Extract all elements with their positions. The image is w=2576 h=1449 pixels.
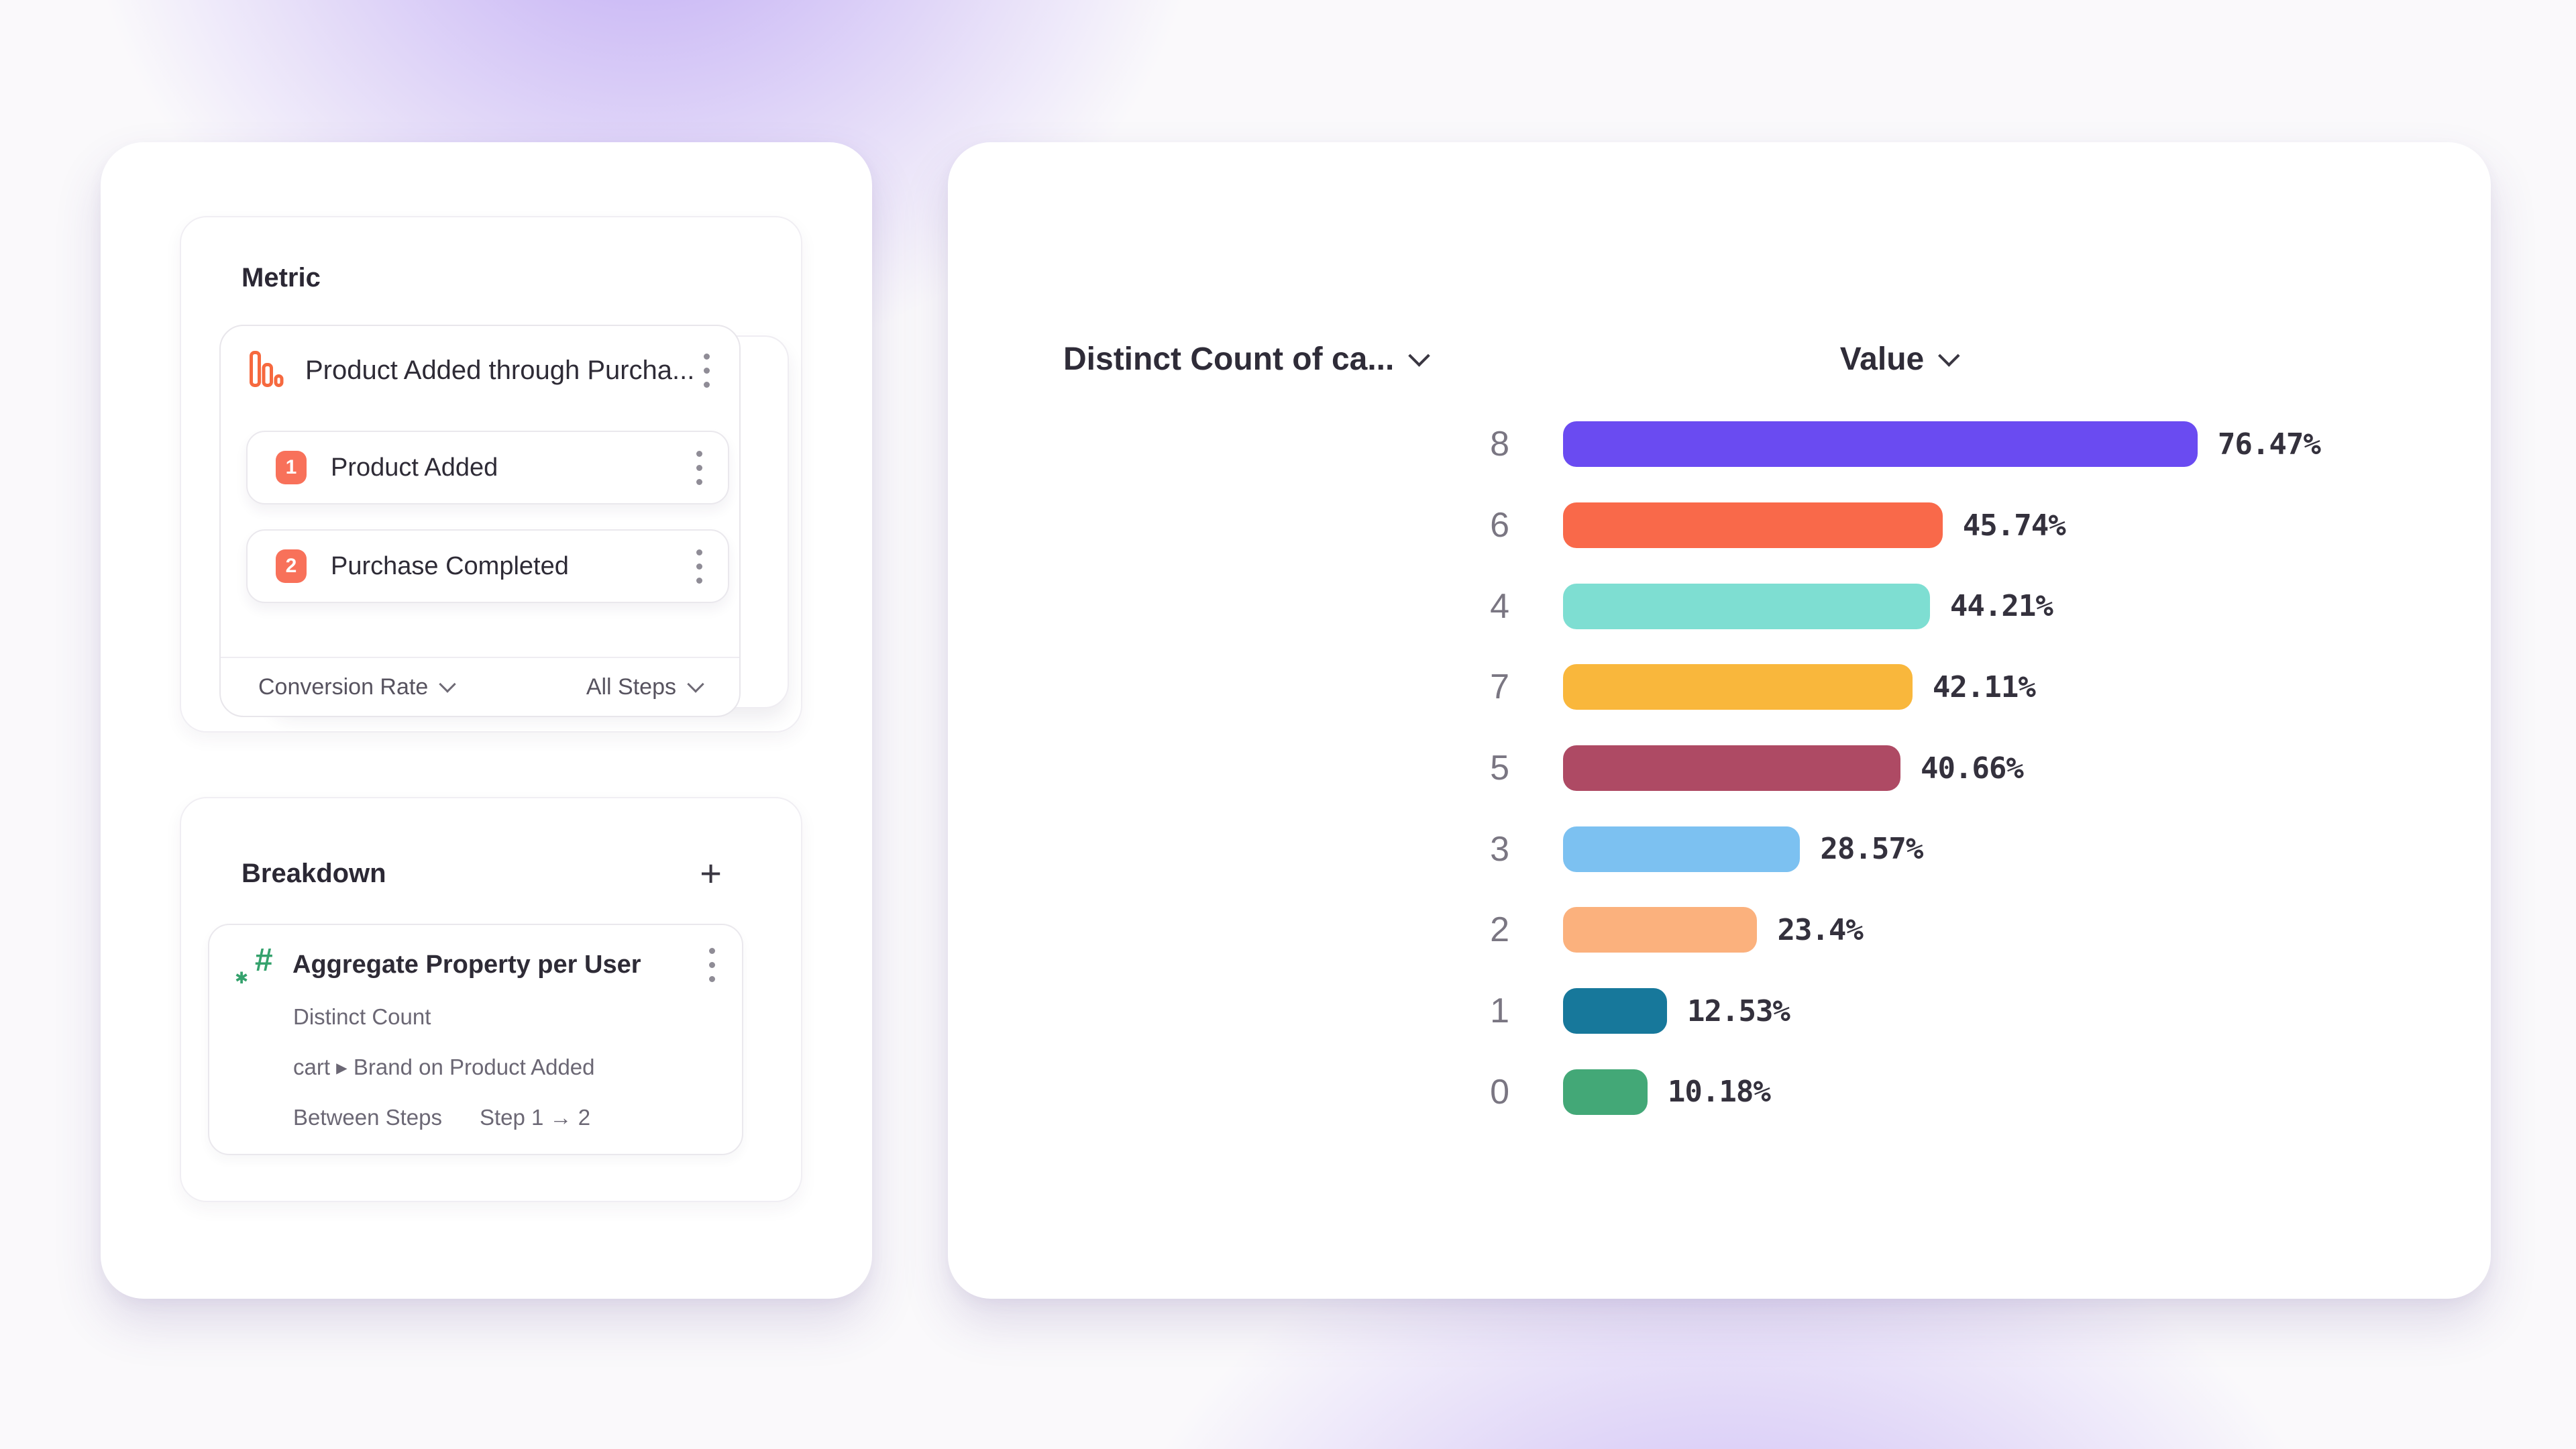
step-1-badge: 1: [276, 451, 307, 484]
chevron-down-icon: [439, 676, 456, 693]
funnel-metric-card[interactable]: Product Added through Purcha... 1 Produc…: [219, 325, 741, 717]
bar-value-label: 40.66%: [1920, 751, 2024, 786]
breakdown-more-options-icon[interactable]: [704, 943, 720, 987]
step-2-label: Purchase Completed: [331, 551, 569, 580]
breakdown-aggregation: Distinct Count: [293, 1004, 431, 1029]
breakdown-section-title: Breakdown: [241, 858, 386, 888]
bar-value-label: 44.21%: [1949, 589, 2053, 624]
bar-chart-row: 2 23.4%: [948, 890, 2491, 971]
bar-chart: 8 76.47% 6 45.74% 4 44.21% 7 42.11% 5 40…: [948, 404, 2491, 1132]
funnel-settings-row: Conversion Rate All Steps: [221, 657, 739, 716]
bar[interactable]: [1563, 583, 1930, 629]
bar-category-label: 8: [1490, 425, 1509, 464]
breakdown-property-title: Aggregate Property per User: [292, 950, 641, 979]
bar-category-label: 7: [1490, 667, 1509, 707]
bar-chart-row: 7 42.11%: [948, 647, 2491, 728]
add-breakdown-button[interactable]: +: [700, 852, 722, 894]
breakdown-step-scope: Between Steps Step 1 → 2: [293, 1105, 590, 1130]
funnel-more-options-icon[interactable]: [698, 348, 715, 393]
metric-section-title: Metric: [241, 263, 321, 292]
conversion-rate-dropdown[interactable]: Conversion Rate: [258, 674, 456, 700]
bar-category-label: 6: [1490, 506, 1509, 545]
bar-value-label: 10.18%: [1667, 1075, 1771, 1110]
bar-category-label: 1: [1490, 991, 1509, 1031]
bar[interactable]: [1563, 421, 2198, 468]
bar-chart-row: 1 12.53%: [948, 971, 2491, 1052]
bar-value-label: 12.53%: [1686, 994, 1790, 1028]
bar-category-label: 4: [1490, 586, 1509, 626]
query-builder-panel: Metric Product Added through Purcha... 1…: [101, 142, 872, 1299]
bar-category-label: 5: [1490, 749, 1509, 788]
category-column-header-label: Distinct Count of ca...: [1063, 341, 1395, 377]
between-steps-value: Step 1 → 2: [479, 1105, 591, 1130]
bar-chart-row: 4 44.21%: [948, 566, 2491, 647]
funnel-metric-name: Product Added through Purcha...: [305, 355, 695, 385]
step-1-more-options-icon[interactable]: [691, 445, 708, 490]
between-steps-label: Between Steps: [293, 1105, 442, 1130]
category-column-header-dropdown[interactable]: Distinct Count of ca...: [1063, 341, 1431, 378]
value-column-header-label: Value: [1839, 341, 1925, 377]
metric-section-card: Metric Product Added through Purcha... 1…: [180, 216, 802, 733]
chevron-down-icon: [687, 676, 704, 693]
bar[interactable]: [1563, 988, 1667, 1034]
bar-category-label: 3: [1490, 829, 1509, 869]
bar-value-label: 28.57%: [1820, 832, 1923, 867]
funnel-metric-header[interactable]: Product Added through Purcha...: [221, 326, 739, 415]
funnel-step-1[interactable]: 1 Product Added: [246, 431, 729, 504]
value-column-header-dropdown[interactable]: Value: [1839, 341, 1960, 378]
bar-category-label: 2: [1490, 910, 1509, 950]
bar[interactable]: [1563, 745, 1900, 792]
bar-chart-row: 5 40.66%: [948, 728, 2491, 809]
bar[interactable]: [1563, 907, 1758, 953]
breakdown-property-card[interactable]: # ✱ Aggregate Property per User Distinct…: [208, 924, 743, 1155]
bar-chart-row: 3 28.57%: [948, 808, 2491, 890]
funnel-chart-icon: [249, 350, 284, 391]
breakdown-section-card: Breakdown + # ✱ Aggregate Property per U…: [180, 797, 802, 1202]
step-2-badge: 2: [276, 549, 307, 583]
all-steps-dropdown[interactable]: All Steps: [586, 674, 704, 700]
bar-value-label: 23.4%: [1777, 912, 1863, 947]
bar[interactable]: [1563, 1069, 1648, 1115]
bar[interactable]: [1563, 826, 1801, 872]
bar-value-label: 76.47%: [2217, 427, 2321, 462]
bar-value-label: 42.11%: [1932, 669, 2036, 704]
bar-chart-row: 8 76.47%: [948, 404, 2491, 485]
chevron-down-icon: [1938, 345, 1960, 367]
step-1-label: Product Added: [331, 453, 498, 482]
conversion-rate-label: Conversion Rate: [258, 674, 429, 700]
breakdown-property-path: cart ▸ Brand on Product Added: [293, 1055, 595, 1079]
bar[interactable]: [1563, 502, 1943, 549]
breakdown-property-header: # ✱ Aggregate Property per User: [209, 925, 742, 1004]
chart-panel: Distinct Count of ca... Value 8 76.47% 6…: [948, 142, 2491, 1299]
bar-value-label: 45.74%: [1962, 508, 2066, 543]
bar[interactable]: [1563, 664, 1913, 710]
aggregate-property-icon: # ✱: [235, 943, 272, 987]
chevron-down-icon: [1408, 345, 1431, 367]
funnel-step-2[interactable]: 2 Purchase Completed: [246, 529, 729, 603]
step-2-more-options-icon[interactable]: [691, 544, 708, 589]
all-steps-label: All Steps: [586, 674, 676, 700]
bar-chart-row: 6 45.74%: [948, 485, 2491, 566]
bar-category-label: 0: [1490, 1072, 1509, 1112]
bar-chart-row: 0 10.18%: [948, 1052, 2491, 1133]
